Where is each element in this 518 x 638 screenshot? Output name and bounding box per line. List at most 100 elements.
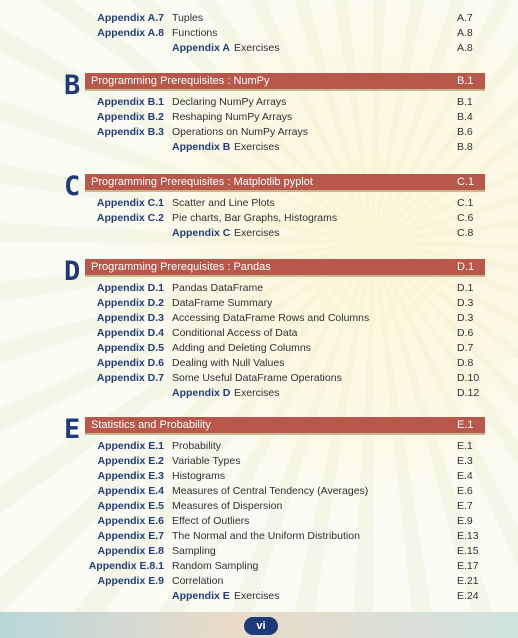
entry-page: B.6: [457, 126, 473, 138]
toc-entry[interactable]: Appendix E.1 Probability E.1: [0, 439, 518, 454]
toc-entry[interactable]: Appendix E.8.1 Random Sampling E.17: [0, 559, 518, 574]
entry-page: E.17: [457, 560, 479, 572]
entry-page: A.7: [457, 12, 473, 24]
entry-code: Appendix D.5: [96, 342, 164, 354]
entry-page: E.3: [457, 455, 473, 467]
section-header[interactable]: Programming Prerequisites : Pandas D.1: [85, 259, 485, 277]
entry-page: D.3: [457, 312, 474, 324]
section-page: C.1: [457, 176, 475, 188]
entry-code: Appendix E.8: [97, 545, 164, 557]
toc-entry[interactable]: Appendix E.8 Sampling E.15: [0, 544, 518, 559]
toc-entry[interactable]: Appendix E.5 Measures of Dispersion E.7: [0, 499, 518, 514]
entry-code: Appendix E.2: [97, 455, 164, 467]
entry-code: Appendix E.3: [97, 470, 164, 482]
toc-entry[interactable]: Appendix E.2 Variable Types E.3: [0, 454, 518, 469]
entry-page: C.8: [457, 227, 474, 239]
entry-title: Exercises: [234, 42, 280, 54]
toc-entry[interactable]: Appendix D.2 DataFrame Summary D.3: [0, 296, 518, 311]
toc-entry[interactable]: Appendix E.6 Effect of Outliers E.9: [0, 514, 518, 529]
entry-page: B.1: [457, 96, 473, 108]
entry-page: E.13: [457, 530, 479, 542]
toc-entry[interactable]: Appendix C.2 Pie charts, Bar Graphs, Hist…: [0, 211, 518, 226]
toc-entry[interactable]: Appendix B.3 Operations on NumPy Arrays B.…: [0, 125, 518, 140]
entry-code: Appendix A.8: [97, 27, 164, 39]
exercise-entry[interactable]: Appendix B Exercises B.8: [0, 140, 518, 155]
exercise-entry[interactable]: Appendix C Exercises C.8: [0, 226, 518, 241]
entry-page: D.10: [457, 372, 480, 384]
section-letter: B: [64, 70, 81, 101]
section-page: B.1: [457, 75, 474, 87]
entry-title: DataFrame Summary: [172, 297, 273, 309]
entry-page: E.9: [457, 515, 473, 527]
section-header[interactable]: Programming Prerequisites : NumPy B.1: [85, 73, 485, 91]
entry-code: Appendix E: [172, 590, 230, 602]
entry-title: Some Useful DataFrame Operations: [172, 372, 342, 384]
toc-entry[interactable]: Appendix D.7 Some Useful DataFrame Operat…: [0, 371, 518, 386]
toc-entry[interactable]: Appendix E.4 Measures of Central Tendency…: [0, 484, 518, 499]
toc-entry[interactable]: Appendix B.2 Reshaping NumPy Arrays B.4: [0, 110, 518, 125]
toc-entry[interactable]: Appendix E.3 Histograms E.4: [0, 469, 518, 484]
entry-page: D.7: [457, 342, 474, 354]
entry-code: Appendix E.8.1: [88, 560, 164, 572]
entry-page: E.7: [457, 500, 473, 512]
entry-title: Accessing DataFrame Rows and Columns: [172, 312, 370, 324]
entry-code: Appendix B: [172, 141, 231, 153]
section-page: D.1: [457, 261, 475, 273]
entry-page: D.12: [457, 387, 480, 399]
section-header[interactable]: Programming Prerequisites : Matplotlib p…: [85, 174, 485, 192]
entry-code: Appendix E.9: [97, 575, 164, 587]
entry-page: C.1: [457, 197, 474, 209]
toc-entry[interactable]: Appendix A.8 Functions A.8: [0, 26, 518, 41]
toc-entry[interactable]: Appendix A.7 Tuples A.7: [0, 11, 518, 26]
toc-entry[interactable]: Appendix D.5 Adding and Deleting Columns D…: [0, 341, 518, 356]
entry-page: D.6: [457, 327, 474, 339]
entry-page: E.1: [457, 440, 473, 452]
section-letter: C: [64, 171, 81, 202]
entry-code: Appendix D.6: [96, 357, 164, 369]
section-title: Programming Prerequisites : Pandas: [91, 261, 271, 273]
entry-title: Tuples: [172, 12, 204, 24]
entry-code: Appendix E.5: [97, 500, 164, 512]
entry-page: D.1: [457, 282, 474, 294]
entry-title: Scatter and Line Plots: [172, 197, 275, 209]
entry-code: Appendix B.3: [96, 126, 164, 138]
entry-title: Functions: [172, 27, 218, 39]
entry-code: Appendix C: [172, 227, 231, 239]
entry-title: Variable Types: [172, 455, 241, 467]
entry-page: A.8: [457, 27, 473, 39]
entry-page: C.6: [457, 212, 474, 224]
entry-title: Measures of Central Tendency (Averages): [172, 485, 369, 497]
toc-entry[interactable]: Appendix E.7 The Normal and the Uniform D…: [0, 529, 518, 544]
toc-entry[interactable]: Appendix E.9 Correlation E.21: [0, 574, 518, 589]
toc-entry[interactable]: Appendix D.6 Dealing with Null Values D.8: [0, 356, 518, 371]
entry-code: Appendix E.1: [97, 440, 164, 452]
entry-title: The Normal and the Uniform Distribution: [172, 530, 360, 542]
entry-title: Effect of Outliers: [172, 515, 250, 527]
entry-title: Declaring NumPy Arrays: [172, 96, 287, 108]
entry-code: Appendix A.7: [97, 12, 164, 24]
entry-code: Appendix D.7: [96, 372, 164, 384]
entry-title: Exercises: [234, 590, 280, 602]
toc-entry[interactable]: Appendix D.1 Pandas DataFrame D.1: [0, 281, 518, 296]
entry-code: Appendix D.4: [96, 327, 164, 339]
entry-title: Sampling: [172, 545, 216, 557]
toc-entry[interactable]: Appendix B.1 Declaring NumPy Arrays B.1: [0, 95, 518, 110]
entry-code: Appendix E.7: [97, 530, 164, 542]
entry-code: Appendix B.2: [96, 111, 164, 123]
section-page: E.1: [457, 419, 474, 431]
toc-entry[interactable]: Appendix D.4 Conditional Access of Data D.…: [0, 326, 518, 341]
toc-entry[interactable]: Appendix C.1 Scatter and Line Plots C.1: [0, 196, 518, 211]
toc-entry[interactable]: Appendix D.3 Accessing DataFrame Rows and…: [0, 311, 518, 326]
entry-page: A.8: [457, 42, 473, 54]
exercise-entry[interactable]: Appendix A Exercises A.8: [0, 41, 518, 56]
entry-code: Appendix A: [172, 42, 230, 54]
section-header[interactable]: Statistics and Probability E.1: [85, 417, 485, 435]
exercise-entry[interactable]: Appendix E Exercises E.24: [0, 589, 518, 604]
entry-title: Exercises: [234, 387, 280, 399]
entry-code: Appendix D.3: [96, 312, 164, 324]
entry-title: Pie charts, Bar Graphs, Histograms: [172, 212, 338, 224]
entry-title: Adding and Deleting Columns: [172, 342, 311, 354]
entry-page: B.8: [457, 141, 473, 153]
exercise-entry[interactable]: Appendix D Exercises D.12: [0, 386, 518, 401]
entry-code: Appendix D.2: [96, 297, 164, 309]
